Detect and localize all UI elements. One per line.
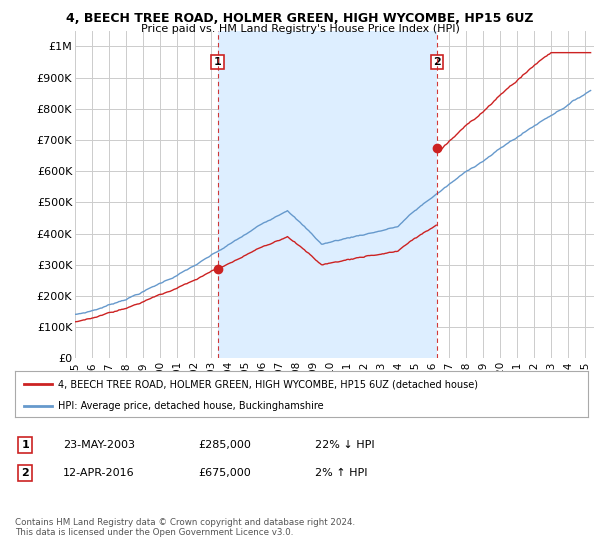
- Text: 1: 1: [214, 57, 221, 67]
- Text: Contains HM Land Registry data © Crown copyright and database right 2024.
This d: Contains HM Land Registry data © Crown c…: [15, 518, 355, 538]
- Text: 12-APR-2016: 12-APR-2016: [63, 468, 134, 478]
- Text: HPI: Average price, detached house, Buckinghamshire: HPI: Average price, detached house, Buck…: [58, 401, 323, 410]
- Text: 2: 2: [22, 468, 29, 478]
- Text: 23-MAY-2003: 23-MAY-2003: [63, 440, 135, 450]
- Text: £285,000: £285,000: [198, 440, 251, 450]
- Bar: [218, 31, 437, 358]
- Text: Price paid vs. HM Land Registry's House Price Index (HPI): Price paid vs. HM Land Registry's House …: [140, 24, 460, 34]
- Text: 4, BEECH TREE ROAD, HOLMER GREEN, HIGH WYCOMBE, HP15 6UZ: 4, BEECH TREE ROAD, HOLMER GREEN, HIGH W…: [66, 12, 534, 25]
- Text: 22% ↓ HPI: 22% ↓ HPI: [315, 440, 374, 450]
- Text: 2% ↑ HPI: 2% ↑ HPI: [315, 468, 367, 478]
- Text: £675,000: £675,000: [198, 468, 251, 478]
- Text: 1: 1: [22, 440, 29, 450]
- Text: 4, BEECH TREE ROAD, HOLMER GREEN, HIGH WYCOMBE, HP15 6UZ (detached house): 4, BEECH TREE ROAD, HOLMER GREEN, HIGH W…: [58, 379, 478, 389]
- Text: 2: 2: [433, 57, 441, 67]
